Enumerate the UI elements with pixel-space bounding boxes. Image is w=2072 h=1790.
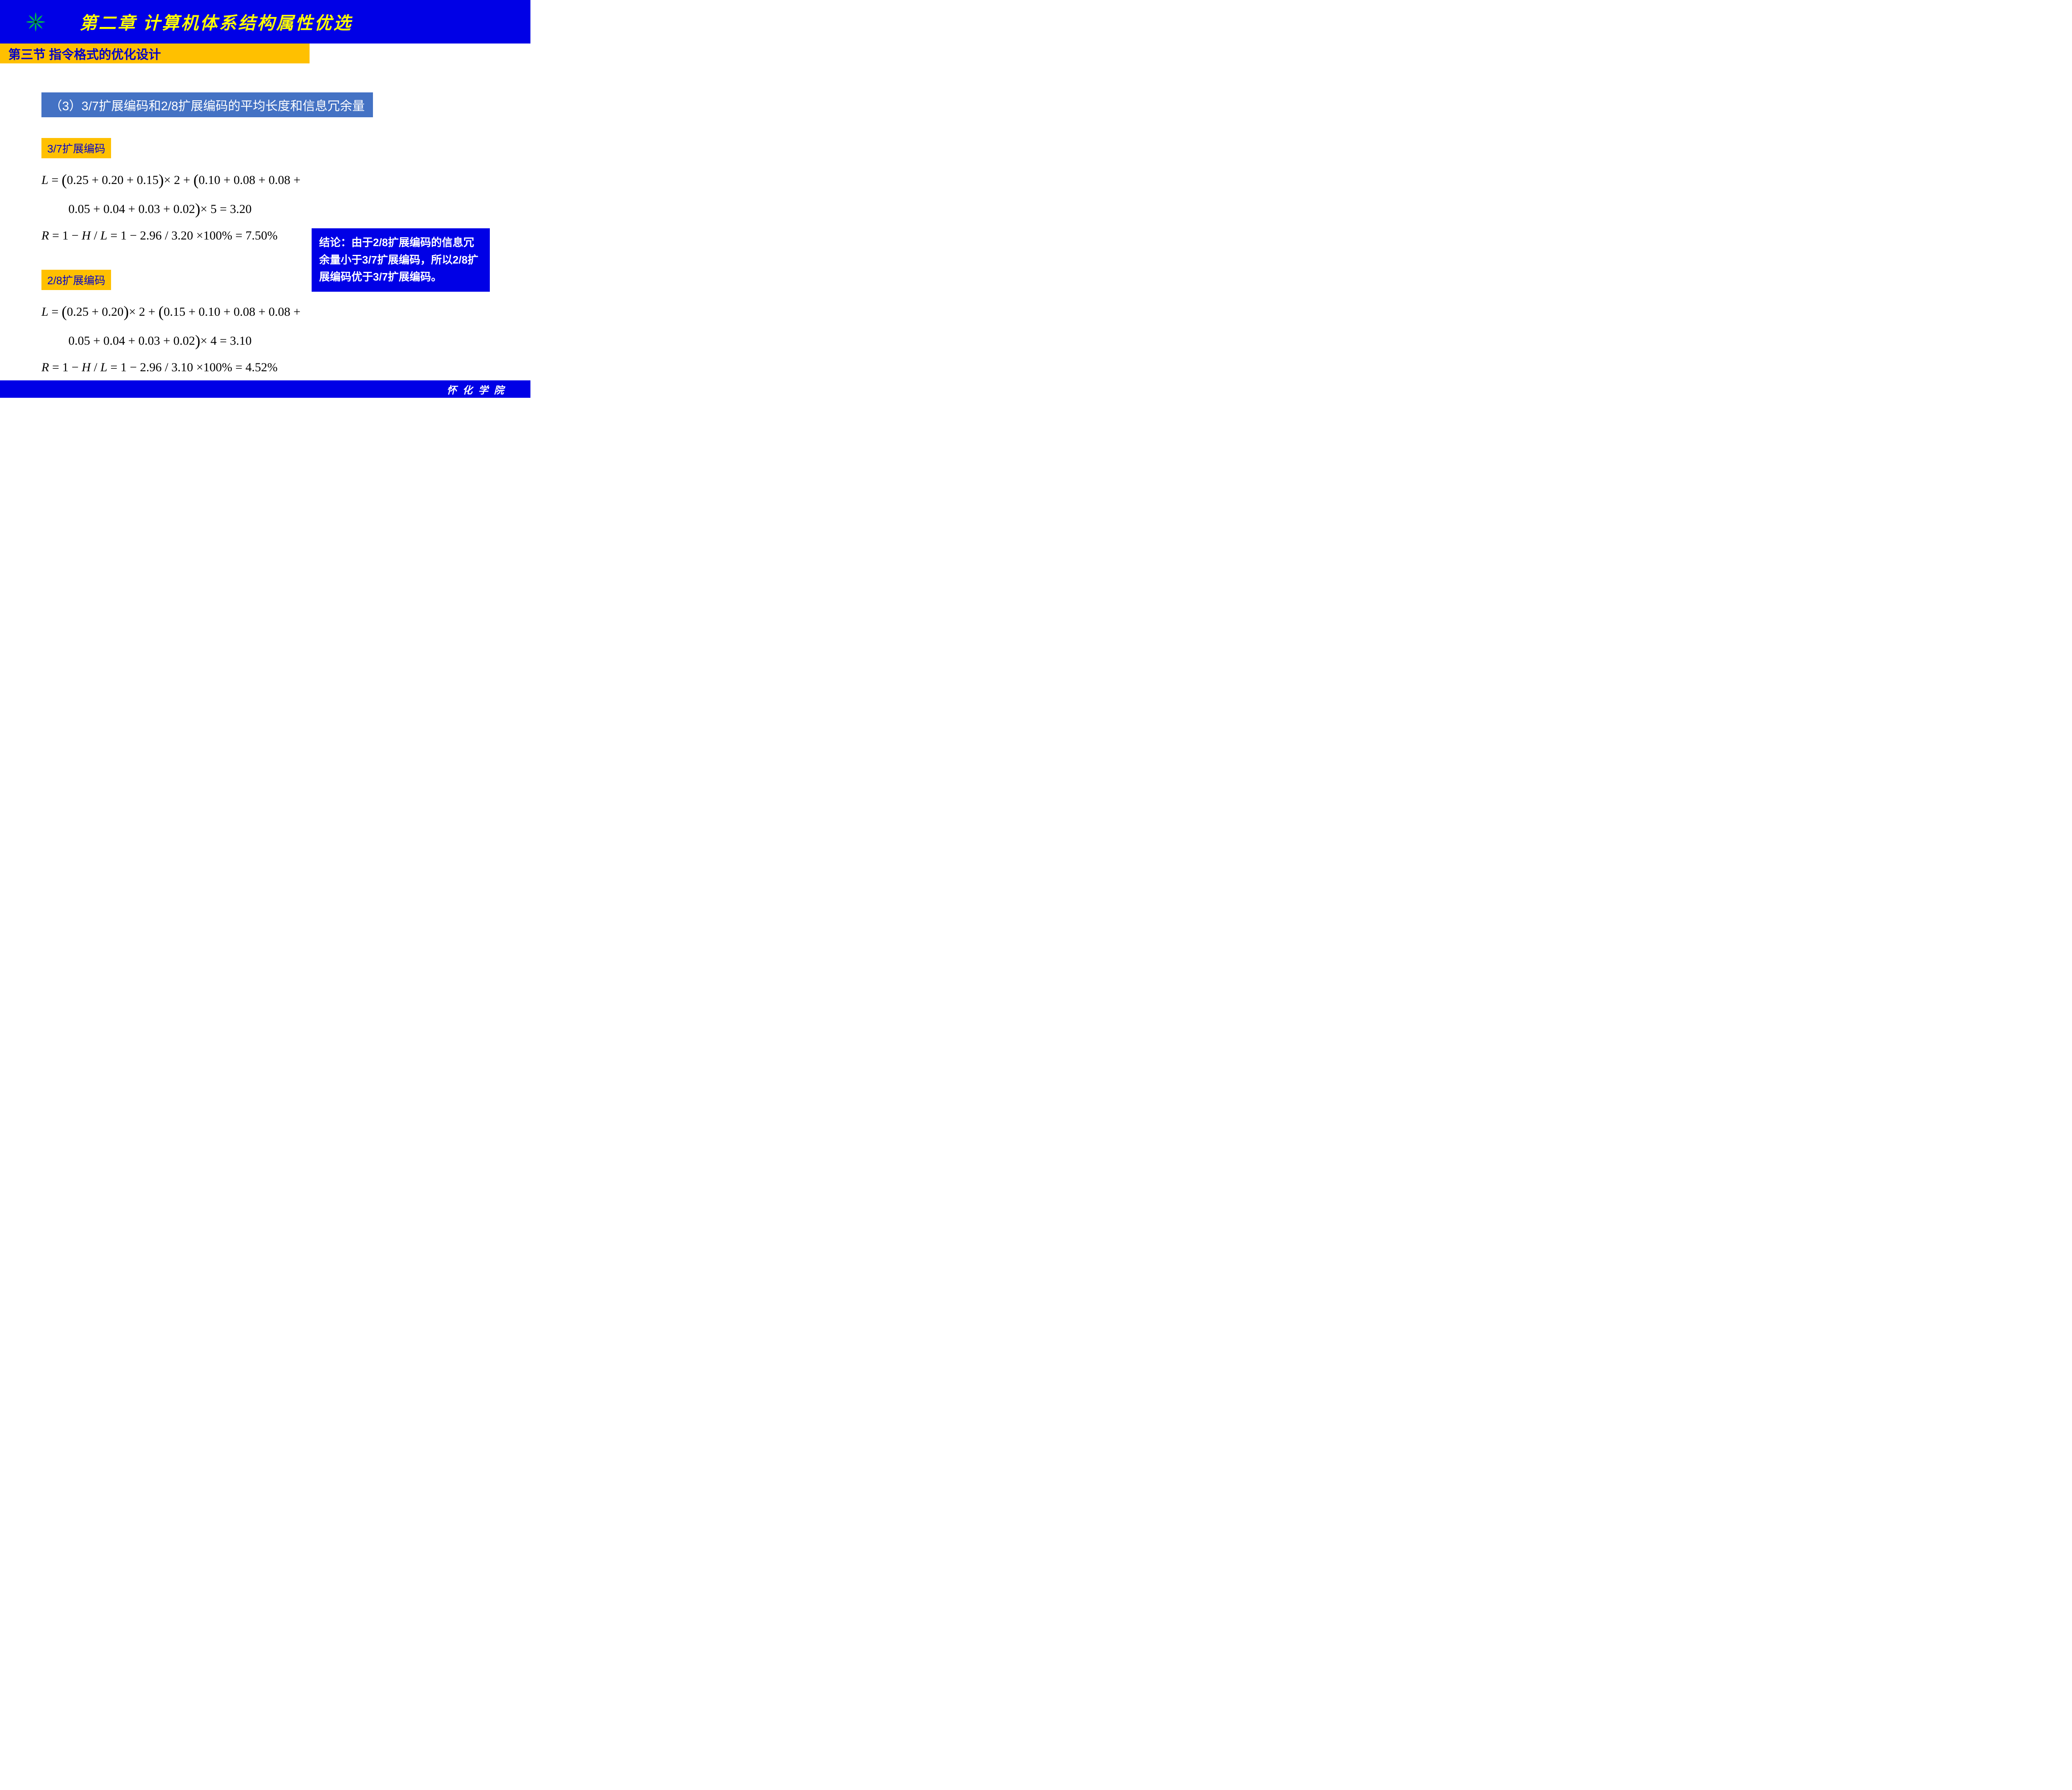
conclusion-box: 结论：由于2/8扩展编码的信息冗余量小于3/7扩展编码，所以2/8扩展编码优于3… (312, 228, 490, 292)
f37-g2: 0.10 + 0.08 + 0.08 + (198, 173, 300, 187)
header-bar: 第二章 计算机体系结构属性优选 (0, 0, 530, 44)
f28-l2t: × 4 = 3.10 (200, 334, 252, 348)
subsection-text: （3）3/7扩展编码和2/8扩展编码的平均长度和信息冗余量 (50, 99, 365, 113)
f28-l2: 0.05 + 0.04 + 0.03 + 0.02 (68, 334, 195, 348)
f28-g2: 0.15 + 0.10 + 0.08 + 0.08 + (164, 305, 300, 319)
formula-28-L1: L = (0.25 + 0.20)× 2 + (0.15 + 0.10 + 0.… (41, 298, 530, 327)
f37-g1: 0.25 + 0.20 + 0.15 (67, 173, 158, 187)
label-37: 3/7扩展编码 (41, 138, 111, 158)
f37-mid: × 2 + (164, 173, 193, 187)
label-28: 2/8扩展编码 (41, 270, 111, 290)
section-title: 第三节 指令格式的优化设计 (8, 44, 161, 63)
f28-g1: 0.25 + 0.20 (67, 305, 123, 319)
subsection-bar: （3）3/7扩展编码和2/8扩展编码的平均长度和信息冗余量 (41, 92, 373, 117)
section-bar: 第三节 指令格式的优化设计 (0, 44, 310, 63)
chapter-title: 第二章 计算机体系结构属性优选 (80, 9, 353, 34)
formula-28-R: R = 1 − H / L = 1 − 2.96 / 3.10 ×100% = … (41, 356, 530, 379)
formula-37-L1: L = (0.25 + 0.20 + 0.15)× 2 + (0.10 + 0.… (41, 166, 530, 195)
formula-37-L2: 0.05 + 0.04 + 0.03 + 0.02)× 5 = 3.20 (41, 195, 530, 224)
label-37-text: 3/7扩展编码 (47, 143, 105, 155)
footer-text: 怀化学院 (447, 382, 510, 397)
f37-l2: 0.05 + 0.04 + 0.03 + 0.02 (68, 202, 195, 216)
formula-28-L2: 0.05 + 0.04 + 0.03 + 0.02)× 4 = 3.10 (41, 327, 530, 356)
label-28-text: 2/8扩展编码 (47, 274, 105, 287)
footer-bar: 怀化学院 (0, 380, 530, 398)
f37-l2t: × 5 = 3.20 (200, 202, 252, 216)
conclusion-text: 结论：由于2/8扩展编码的信息冗余量小于3/7扩展编码，所以2/8扩展编码优于3… (319, 234, 482, 286)
pinwheel-icon (25, 11, 46, 33)
content-area: （3）3/7扩展编码和2/8扩展编码的平均长度和信息冗余量 3/7扩展编码 L … (0, 63, 530, 379)
f28-mid: × 2 + (129, 305, 158, 319)
